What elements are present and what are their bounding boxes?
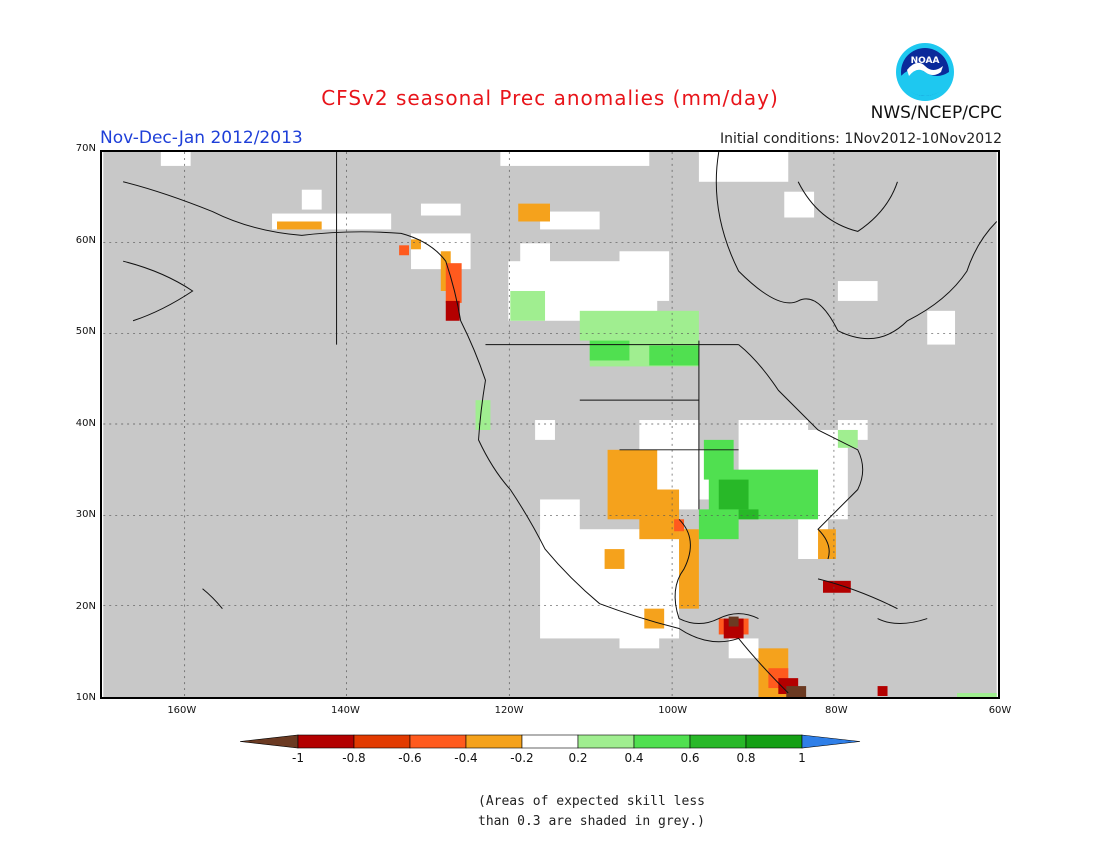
y-tick-label: 60N xyxy=(75,234,96,246)
x-tick-label: 80W xyxy=(825,705,848,716)
x-tick-label: 140W xyxy=(330,705,360,716)
colorbar-swatch xyxy=(465,734,523,749)
x-tick-label: 100W xyxy=(658,705,688,716)
colorbar: -1 -0.8 -0.6 -0.4 -0.2 0.2 0.4 0.6 0.8 1 xyxy=(240,734,861,765)
y-tick-label: 20N xyxy=(75,600,96,612)
colorbar-swatch xyxy=(689,734,747,749)
coastlines xyxy=(123,152,998,694)
colorbar-swatch xyxy=(353,734,411,749)
logo-text: NOAA xyxy=(911,56,940,66)
forecast-period: Nov-Dec-Jan 2012/2013 xyxy=(100,128,303,148)
initial-conditions: Initial conditions: 1Nov2012-10Nov2012 xyxy=(719,131,1002,147)
agency-label: NWS/NCEP/CPC xyxy=(870,103,1002,123)
colorbar-swatch xyxy=(745,734,803,749)
colorbar-label: 0.8 xyxy=(736,751,755,765)
colorbar-arrow-high xyxy=(801,734,861,749)
y-tick-label: 50N xyxy=(75,326,96,337)
anomaly-shading xyxy=(160,152,997,697)
y-tick-label: 70N xyxy=(75,143,96,154)
colorbar-label: 0.6 xyxy=(680,751,699,765)
skill-note-line2: than 0.3 are shaded in grey.) xyxy=(478,814,705,829)
colorbar-swatch xyxy=(633,734,691,749)
colorbar-label: -0.2 xyxy=(510,751,533,765)
colorbar-swatch xyxy=(577,734,635,749)
y-tick-label: 40N xyxy=(75,417,96,429)
skill-note-line1: (Areas of expected skill less xyxy=(478,794,705,809)
noaa-logo: NOAA xyxy=(896,43,954,101)
colorbar-swatch xyxy=(409,734,467,749)
colorbar-label: -0.6 xyxy=(398,751,421,765)
colorbar-label: -0.4 xyxy=(454,751,477,765)
gridlines xyxy=(103,152,997,697)
colorbar-label: 1 xyxy=(798,751,806,765)
colorbar-arrow-low xyxy=(240,734,299,749)
y-tick-label: 30N xyxy=(75,509,96,520)
precip-anomaly-map xyxy=(100,150,1000,699)
skill-note: (Areas of expected skill less than 0.3 a… xyxy=(478,792,705,832)
chart-title: CFSv2 seasonal Prec anomalies (mm/day) xyxy=(321,86,779,110)
y-tick-label: 10N xyxy=(75,692,96,703)
x-tick-label: 60W xyxy=(988,705,1012,716)
x-tick-label: 120W xyxy=(494,705,524,716)
colorbar-swatch xyxy=(297,734,355,749)
x-tick-label: 160W xyxy=(167,705,197,716)
colorbar-label: -0.8 xyxy=(342,751,365,765)
colorbar-label: -1 xyxy=(292,751,304,765)
colorbar-label: 0.2 xyxy=(568,751,587,765)
colorbar-label: 0.4 xyxy=(624,751,643,765)
colorbar-swatch xyxy=(521,734,579,749)
